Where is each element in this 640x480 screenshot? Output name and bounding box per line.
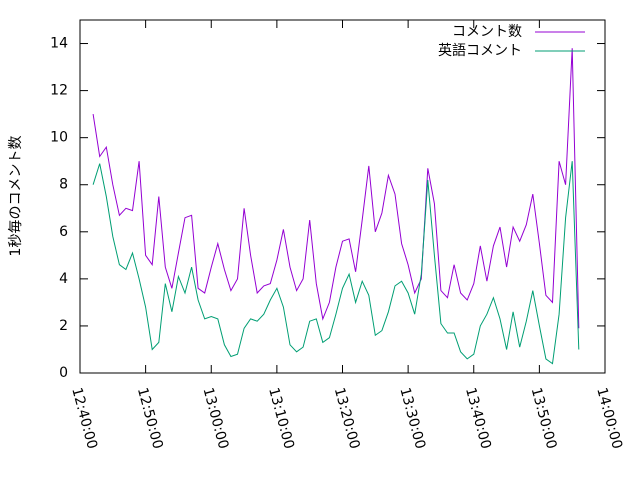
- y-tick-label: 6: [59, 224, 68, 240]
- y-axis-label: 1秒毎のコメント数: [8, 136, 24, 257]
- y-tick-label: 14: [50, 36, 68, 52]
- y-tick-label: 0: [59, 365, 68, 381]
- y-tick-label: 10: [50, 130, 68, 146]
- y-tick-label: 12: [50, 83, 68, 99]
- legend-label: コメント数: [452, 24, 522, 40]
- legend-label: 英語コメント: [438, 42, 522, 59]
- series-line: [92, 48, 580, 329]
- series-line: [92, 161, 580, 365]
- y-tick-label: 2: [59, 318, 68, 334]
- y-tick-label: 4: [59, 271, 68, 287]
- y-tick-label: 8: [59, 177, 68, 193]
